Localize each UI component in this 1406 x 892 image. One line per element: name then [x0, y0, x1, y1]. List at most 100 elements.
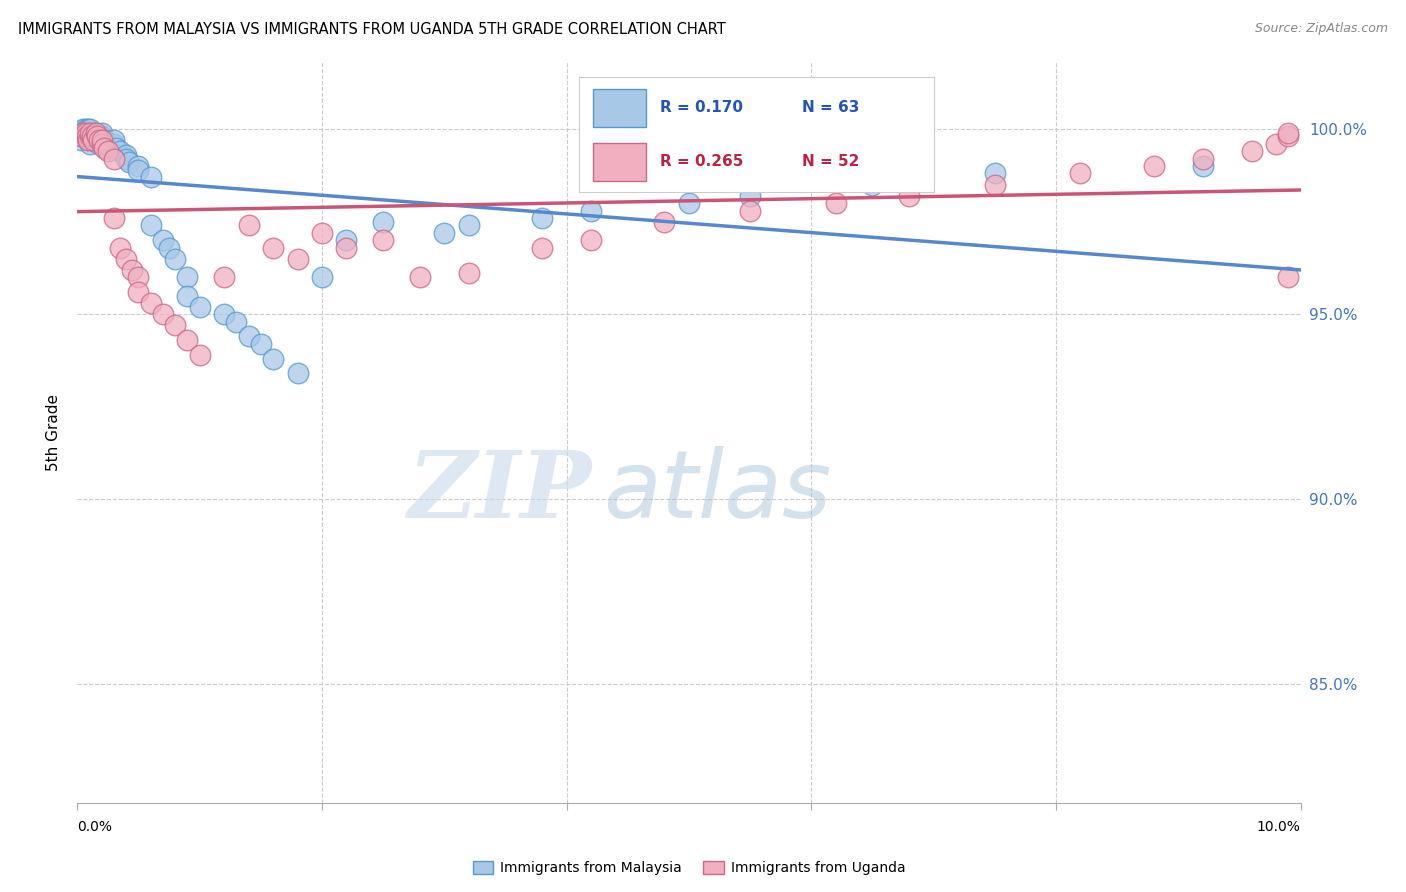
Point [89, 133, 111, 147]
Point [984, 178, 1007, 192]
Point [115, 148, 138, 162]
Point [311, 226, 333, 240]
Point [238, 219, 260, 233]
Point [898, 188, 921, 202]
Point [93, 140, 115, 154]
Point [176, 270, 198, 285]
Point [90, 133, 112, 147]
Point [335, 241, 357, 255]
Point [79, 126, 101, 140]
Point [128, 285, 150, 299]
Point [84, 126, 107, 140]
Point [531, 241, 554, 255]
Point [75, 122, 97, 136]
Point [188, 300, 211, 314]
Point [77, 122, 100, 136]
Point [1143, 159, 1166, 173]
Point [654, 214, 676, 228]
Point [115, 252, 138, 266]
Point [76, 129, 98, 144]
Point [139, 170, 162, 185]
Legend: Immigrants from Malaysia, Immigrants from Uganda: Immigrants from Malaysia, Immigrants fro… [467, 855, 911, 881]
Point [1191, 152, 1213, 166]
Point [433, 226, 456, 240]
Point [457, 267, 479, 281]
Point [87, 129, 110, 144]
Point [262, 351, 284, 366]
Point [862, 178, 884, 192]
Point [75, 126, 97, 140]
Point [82, 133, 104, 147]
Point [77, 133, 100, 147]
Point [1277, 270, 1299, 285]
Point [371, 233, 394, 247]
Point [152, 307, 174, 321]
Point [176, 288, 198, 302]
Point [121, 262, 143, 277]
Point [76, 126, 98, 140]
Point [984, 167, 1007, 181]
Point [83, 126, 105, 140]
Point [79, 122, 101, 136]
Point [97, 140, 120, 154]
Point [79, 136, 101, 151]
Point [139, 296, 162, 310]
Point [165, 318, 187, 333]
Point [457, 219, 479, 233]
Point [82, 129, 104, 144]
Point [678, 196, 700, 211]
Point [165, 252, 187, 266]
Point [157, 241, 180, 255]
Point [80, 133, 103, 147]
Point [97, 145, 120, 159]
Text: atlas: atlas [603, 446, 831, 537]
Point [70, 129, 93, 144]
Point [93, 136, 115, 151]
Point [76, 129, 98, 144]
Point [105, 140, 128, 154]
Point [740, 188, 762, 202]
Point [128, 162, 150, 177]
Point [79, 129, 101, 144]
Text: IMMIGRANTS FROM MALAYSIA VS IMMIGRANTS FROM UGANDA 5TH GRADE CORRELATION CHART: IMMIGRANTS FROM MALAYSIA VS IMMIGRANTS F… [18, 22, 725, 37]
Point [70, 133, 93, 147]
Point [287, 252, 309, 266]
Point [238, 329, 260, 343]
Point [79, 129, 101, 144]
Point [152, 233, 174, 247]
Point [579, 233, 602, 247]
Point [90, 136, 112, 151]
Point [115, 152, 138, 166]
Point [89, 136, 111, 151]
Point [287, 367, 309, 381]
Point [72, 122, 94, 136]
Point [77, 133, 100, 147]
Point [1265, 136, 1288, 151]
Text: 0.0%: 0.0% [77, 821, 112, 834]
Point [84, 126, 107, 140]
Point [409, 270, 432, 285]
Point [72, 126, 94, 140]
Point [1277, 126, 1299, 140]
Point [128, 159, 150, 173]
Point [86, 129, 108, 144]
Point [86, 133, 108, 147]
Y-axis label: 5th Grade: 5th Grade [46, 394, 62, 471]
Point [103, 133, 125, 147]
Point [176, 333, 198, 347]
Point [103, 136, 125, 151]
Point [262, 241, 284, 255]
Point [108, 241, 131, 255]
Point [128, 270, 150, 285]
Point [90, 133, 112, 147]
Point [579, 203, 602, 218]
Point [250, 336, 273, 351]
Text: ZIP: ZIP [406, 447, 591, 537]
Point [73, 129, 96, 144]
Point [311, 270, 333, 285]
Point [335, 233, 357, 247]
Point [225, 315, 247, 329]
Point [94, 133, 117, 147]
Point [80, 129, 103, 144]
Point [84, 129, 107, 144]
